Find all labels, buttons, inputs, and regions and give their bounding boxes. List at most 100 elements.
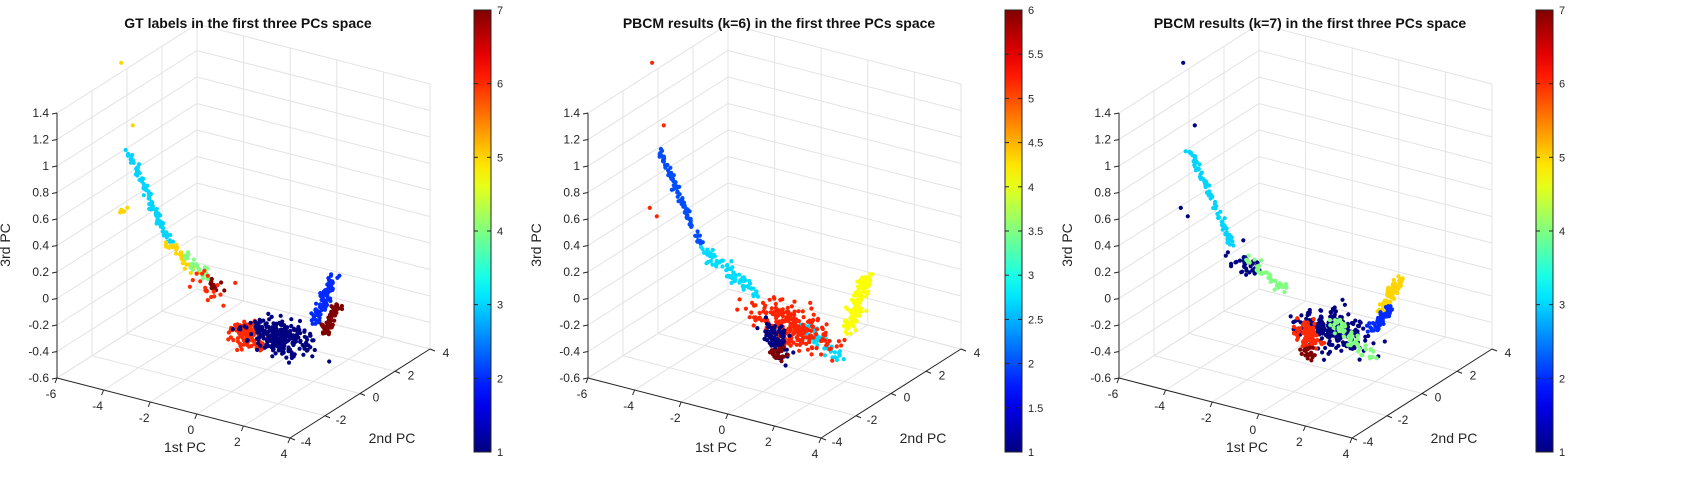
scatter-point <box>747 278 752 284</box>
scatter-point <box>1318 340 1323 345</box>
scatter-point <box>779 359 784 364</box>
scatter-point <box>698 244 704 250</box>
scatter-point <box>857 295 862 300</box>
scatter-point <box>705 259 711 265</box>
scatter-point <box>329 325 334 330</box>
scatter-point <box>266 324 271 329</box>
scatter-point <box>318 312 323 317</box>
scatter-point <box>155 210 160 215</box>
scatter-point <box>783 363 788 368</box>
grid-lines <box>1118 23 1493 439</box>
y-tick-label: -4 <box>301 435 312 449</box>
z-tick-label: 0.6 <box>32 212 49 226</box>
scatter-point <box>328 296 333 301</box>
x-tick-label: 0 <box>718 423 725 437</box>
scatter-point <box>1323 345 1328 351</box>
scatter-point <box>324 289 329 295</box>
scatter-point <box>774 332 779 337</box>
scatter-point <box>799 329 804 334</box>
scatter-point <box>1223 232 1228 237</box>
scatter-point <box>122 209 127 214</box>
scatter-point <box>326 276 331 281</box>
scatter-point <box>1330 314 1335 319</box>
colorbar-tick-label: 1 <box>1559 447 1565 459</box>
colorbar-tick-label: 5 <box>497 152 503 164</box>
scatter-point <box>738 278 743 283</box>
scatter-point <box>273 351 278 356</box>
x-tick-label: -2 <box>139 411 150 425</box>
scatter-point <box>764 331 770 336</box>
scatter-point <box>772 324 777 329</box>
colorbar-tick-label: 1 <box>497 447 503 459</box>
scatter-point <box>306 343 311 348</box>
scatter-point <box>753 290 758 295</box>
scatter-point <box>1391 291 1396 296</box>
x-axis-line <box>1118 377 1353 439</box>
scatter-point <box>756 316 761 321</box>
scatter-point <box>190 278 195 283</box>
scatter-point <box>1363 347 1368 352</box>
scatter-point <box>1305 313 1310 318</box>
scatter-point <box>701 250 707 255</box>
scatter-point <box>1311 317 1316 322</box>
x-tick-label: 2 <box>1296 435 1303 449</box>
scatter-point <box>1381 312 1386 317</box>
scatter-point <box>289 355 294 361</box>
scatter-point <box>714 264 719 269</box>
scatter-point <box>241 328 247 333</box>
scatter-point <box>1225 250 1230 255</box>
scatter-point <box>783 318 788 324</box>
scatter-point <box>305 347 310 352</box>
colorbar-tick-label: 5 <box>1559 152 1565 164</box>
scatter-point <box>777 328 782 333</box>
scatter-point <box>1230 239 1235 244</box>
scatter-point <box>749 310 754 315</box>
scatter-point <box>1318 308 1323 313</box>
scatter-point <box>1218 209 1223 214</box>
scatter-point <box>1319 315 1324 321</box>
scatter-point <box>768 310 773 315</box>
colorbar-tick-label: 3 <box>497 300 503 312</box>
scatter-point <box>267 337 273 342</box>
y-tick-label: -4 <box>1363 435 1374 449</box>
scatter-point <box>778 308 783 313</box>
y-tick-label: 0 <box>904 391 911 405</box>
z-tick-label: -0.6 <box>28 371 49 385</box>
scatter-point <box>815 318 820 323</box>
scatter-point <box>209 282 214 287</box>
scatter-point <box>1340 340 1346 345</box>
scatter-point <box>1384 312 1389 317</box>
x-tick-label: 2 <box>234 435 241 449</box>
scatter-point <box>280 319 285 324</box>
colorbar-tick-label: 1 <box>1028 447 1034 459</box>
scatter-point <box>242 319 247 324</box>
scatter-point <box>1199 170 1204 175</box>
scatter-point <box>221 303 226 308</box>
z-tick-label: 0.2 <box>1094 265 1111 279</box>
scatter-point <box>222 288 227 293</box>
scatter-point <box>801 324 806 329</box>
scatter-point <box>777 312 783 317</box>
data-points <box>118 60 345 365</box>
scatter-point <box>255 347 260 352</box>
scatter-point <box>332 318 337 323</box>
scatter-point <box>778 341 783 346</box>
z-tick-label: 0.6 <box>1094 212 1111 226</box>
scatter-point <box>1199 175 1204 181</box>
y-tick-label: 0 <box>1435 391 1442 405</box>
x-tick-label: -6 <box>1108 387 1119 401</box>
scatter-point <box>785 305 790 310</box>
scatter-point <box>1194 159 1199 164</box>
scatter-point <box>253 319 258 324</box>
scatter-point <box>275 344 280 349</box>
scatter-point <box>248 324 253 329</box>
scatter-point <box>1391 277 1396 283</box>
scatter-point <box>814 332 819 337</box>
scatter-point <box>1247 260 1252 265</box>
scatter-point <box>1237 258 1243 263</box>
z-tick-label: 0.8 <box>1094 186 1111 200</box>
scatter-point <box>309 311 314 316</box>
scatter-point <box>720 264 725 269</box>
x-tick-label: 4 <box>1343 447 1350 461</box>
scatter-point <box>1242 263 1247 268</box>
